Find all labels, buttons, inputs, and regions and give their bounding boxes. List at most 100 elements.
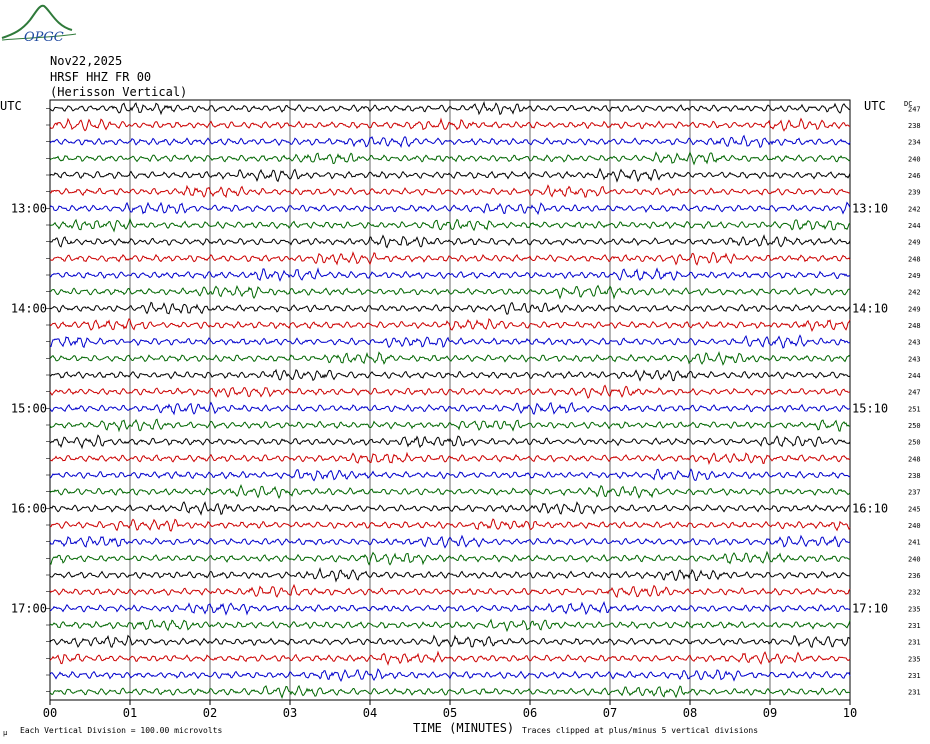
dc-offset-label: 250 bbox=[908, 439, 921, 447]
seismic-trace bbox=[49, 684, 851, 700]
plot-grid bbox=[46, 99, 851, 705]
dc-offset-label: 248 bbox=[908, 255, 921, 263]
dc-offset-label: 238 bbox=[908, 122, 921, 130]
seismic-trace bbox=[49, 151, 851, 166]
left-hour-label: 17:00 bbox=[11, 601, 47, 615]
dc-offset-label: 239 bbox=[908, 189, 921, 197]
seismic-trace bbox=[49, 267, 851, 282]
dc-offset-label: 246 bbox=[908, 172, 921, 180]
seismic-trace bbox=[49, 301, 851, 315]
seismic-trace bbox=[49, 167, 851, 183]
dc-offset-label: 248 bbox=[908, 455, 921, 463]
dc-offset-label: 243 bbox=[908, 339, 921, 347]
seismic-trace bbox=[49, 100, 851, 116]
seismic-trace bbox=[49, 384, 851, 399]
dc-offset-label: 244 bbox=[908, 222, 921, 230]
dc-offset-label: 231 bbox=[908, 622, 921, 630]
scale-note: Each Vertical Division = 100.00 microvol… bbox=[20, 726, 222, 735]
seismic-trace bbox=[49, 351, 851, 366]
dc-offset-label: 236 bbox=[908, 572, 921, 580]
seismic-trace bbox=[49, 468, 851, 482]
seismic-trace bbox=[49, 234, 851, 249]
dc-offset-label: 247 bbox=[908, 105, 921, 113]
x-tick-label: 10 bbox=[843, 706, 857, 720]
dc-offset-label: 240 bbox=[908, 555, 921, 563]
dc-offset-label: 247 bbox=[908, 389, 921, 397]
seismic-trace bbox=[49, 650, 851, 666]
right-hour-label: 16:10 bbox=[852, 501, 888, 515]
left-hour-label: 14:00 bbox=[11, 301, 47, 315]
dc-offset-label: 245 bbox=[908, 505, 921, 513]
x-tick-label: 04 bbox=[363, 706, 377, 720]
x-tick-label: 03 bbox=[283, 706, 297, 720]
seismic-trace bbox=[49, 434, 851, 450]
seismic-trace bbox=[49, 117, 851, 132]
dc-offset-label: 243 bbox=[908, 355, 921, 363]
dc-offset-label: 241 bbox=[908, 539, 921, 547]
dc-offset-label: 250 bbox=[908, 422, 921, 430]
seismic-trace bbox=[49, 501, 851, 516]
dc-offset-label: 240 bbox=[908, 155, 921, 163]
x-tick-label: 07 bbox=[603, 706, 617, 720]
dc-offset-label: 234 bbox=[908, 139, 921, 147]
seismic-trace bbox=[49, 618, 851, 633]
seismic-trace bbox=[49, 318, 851, 332]
dc-label: DC bbox=[904, 100, 912, 108]
dc-offset-label: 249 bbox=[908, 239, 921, 247]
seismic-trace bbox=[49, 634, 851, 648]
right-hour-label: 13:10 bbox=[852, 201, 888, 215]
x-axis-title: TIME (MINUTES) bbox=[413, 721, 514, 735]
seismic-trace bbox=[49, 334, 851, 349]
seismic-trace bbox=[49, 534, 851, 549]
seismic-trace bbox=[49, 567, 851, 583]
dc-offset-label: 231 bbox=[908, 639, 921, 647]
corner-mark: μ bbox=[3, 729, 8, 737]
right-hour-label: 15:10 bbox=[852, 401, 888, 415]
dc-offset-label: 240 bbox=[908, 522, 921, 530]
left-hour-label: 15:00 bbox=[11, 401, 47, 415]
seismic-trace bbox=[49, 550, 851, 566]
seismic-trace bbox=[49, 368, 851, 382]
dc-offset-label: 242 bbox=[908, 205, 921, 213]
right-hour-label: 17:10 bbox=[852, 601, 888, 615]
seismic-trace bbox=[49, 484, 851, 499]
dc-offset-label: 244 bbox=[908, 372, 921, 380]
dc-offset-label: 248 bbox=[908, 322, 921, 330]
seismic-trace bbox=[49, 201, 851, 216]
seismic-trace bbox=[49, 284, 851, 300]
dc-offset-label: 231 bbox=[908, 689, 921, 697]
seismic-trace bbox=[49, 418, 851, 433]
dc-offset-label: 238 bbox=[908, 472, 921, 480]
header-date: Nov22,2025 bbox=[50, 54, 123, 68]
trace-group bbox=[49, 100, 851, 700]
x-tick-label: 08 bbox=[683, 706, 697, 720]
seismic-trace bbox=[49, 600, 851, 616]
seismic-trace bbox=[49, 401, 851, 416]
seismic-trace bbox=[50, 217, 851, 233]
seismic-trace bbox=[49, 583, 851, 599]
dc-offset-label: 237 bbox=[908, 489, 921, 497]
dc-offset-label: 235 bbox=[908, 605, 921, 613]
seismic-trace bbox=[49, 668, 851, 683]
dc-offset-label: 251 bbox=[908, 405, 921, 413]
dc-offset-label: 231 bbox=[908, 672, 921, 680]
x-tick-label: 00 bbox=[43, 706, 57, 720]
logo-mountain-icon bbox=[1, 4, 73, 39]
dc-offset-label: 249 bbox=[908, 305, 921, 313]
dc-offset-label: 235 bbox=[908, 655, 921, 663]
right-axis-title: UTC bbox=[864, 99, 886, 113]
x-tick-label: 01 bbox=[123, 706, 137, 720]
header-station: HRSF HHZ FR 00 bbox=[50, 70, 152, 84]
logo-text: OPGC bbox=[24, 30, 64, 45]
dc-offset-label: 242 bbox=[908, 289, 921, 297]
left-hour-label: 13:00 bbox=[11, 201, 47, 215]
x-tick-label: 02 bbox=[203, 706, 217, 720]
dc-offset-label: 232 bbox=[908, 589, 921, 597]
x-tick-label: 06 bbox=[523, 706, 537, 720]
left-hour-label: 16:00 bbox=[11, 501, 47, 515]
x-tick-label: 05 bbox=[443, 706, 457, 720]
seismic-trace bbox=[49, 184, 850, 199]
opgc-logo: OPGC bbox=[0, 0, 80, 48]
seismic-trace bbox=[49, 134, 851, 149]
